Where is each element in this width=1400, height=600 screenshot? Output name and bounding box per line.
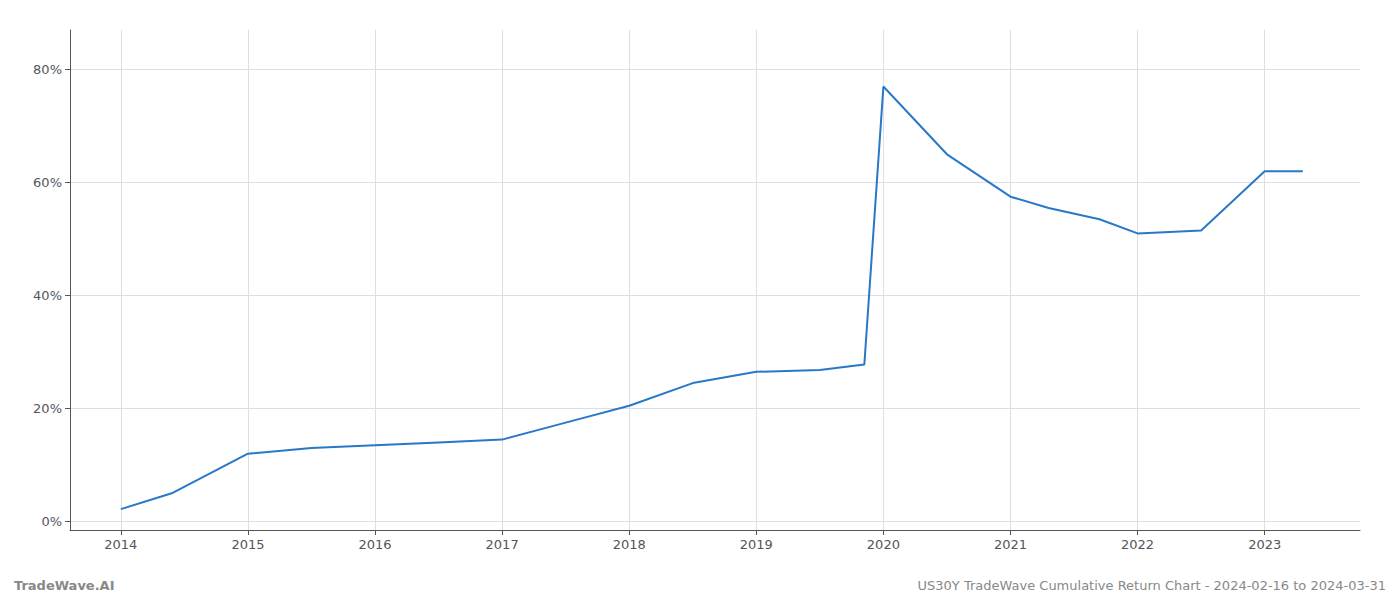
svg-text:TradeWave.AI: TradeWave.AI bbox=[14, 578, 115, 593]
svg-text:60%: 60% bbox=[33, 175, 62, 190]
svg-text:2021: 2021 bbox=[994, 537, 1027, 552]
svg-text:2017: 2017 bbox=[486, 537, 519, 552]
svg-text:20%: 20% bbox=[33, 401, 62, 416]
svg-text:40%: 40% bbox=[33, 288, 62, 303]
svg-text:2023: 2023 bbox=[1248, 537, 1281, 552]
svg-text:2018: 2018 bbox=[613, 537, 646, 552]
svg-text:2019: 2019 bbox=[740, 537, 773, 552]
svg-text:2020: 2020 bbox=[867, 537, 900, 552]
svg-text:2016: 2016 bbox=[358, 537, 391, 552]
svg-text:2015: 2015 bbox=[231, 537, 264, 552]
svg-text:US30Y TradeWave Cumulative Ret: US30Y TradeWave Cumulative Return Chart … bbox=[918, 578, 1386, 593]
svg-text:2022: 2022 bbox=[1121, 537, 1154, 552]
svg-text:2014: 2014 bbox=[104, 537, 137, 552]
svg-text:80%: 80% bbox=[33, 62, 62, 77]
svg-text:0%: 0% bbox=[41, 514, 62, 529]
